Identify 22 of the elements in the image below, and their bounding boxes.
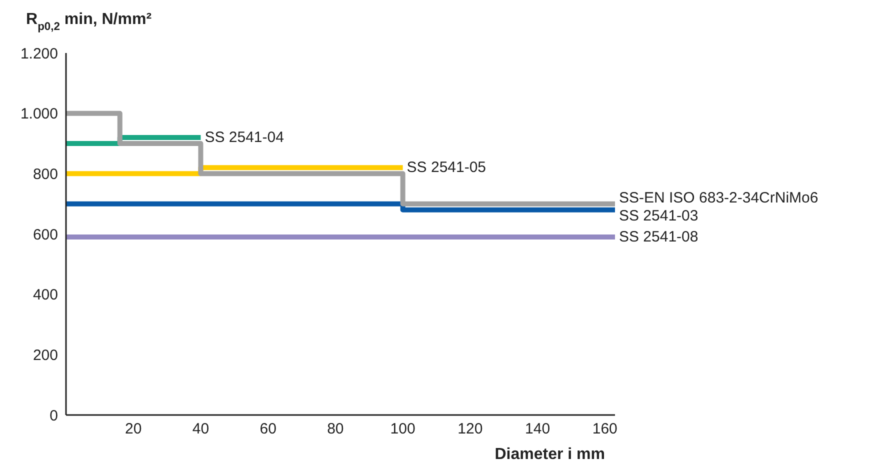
x-tick-label: 160 [592,420,618,438]
y-tick-label: 600 [32,226,58,244]
series-label: SS 2541-08 [619,228,698,246]
y-tick-label: 200 [32,346,58,364]
y-axis-title: R$_{p0,2}$ min, N/mm² [26,11,152,33]
x-tick-label: 80 [327,420,344,438]
x-tick-label: 100 [390,420,416,438]
y-tick-label: 1.200 [20,45,58,62]
x-tick-label: 60 [260,420,276,438]
series-label: SS 2541-03 [619,207,698,224]
y-tick-label: 1.000 [20,106,58,123]
series-label: SS-EN ISO 683-2-34CrNiMo6 [619,189,818,206]
x-tick-label: 120 [458,420,483,438]
x-tick-label: 40 [192,420,210,438]
y-tick-label: 800 [32,166,58,183]
x-tick-label: 20 [125,420,142,438]
x-tick-label: 140 [525,420,550,438]
series-label: SS 2541-05 [406,159,486,176]
y-tick-label: 0 [50,407,58,424]
series-label: SS 2541-04 [204,128,284,146]
x-axis-title: Diameter i mm [494,446,605,463]
y-tick-label: 400 [32,286,58,304]
